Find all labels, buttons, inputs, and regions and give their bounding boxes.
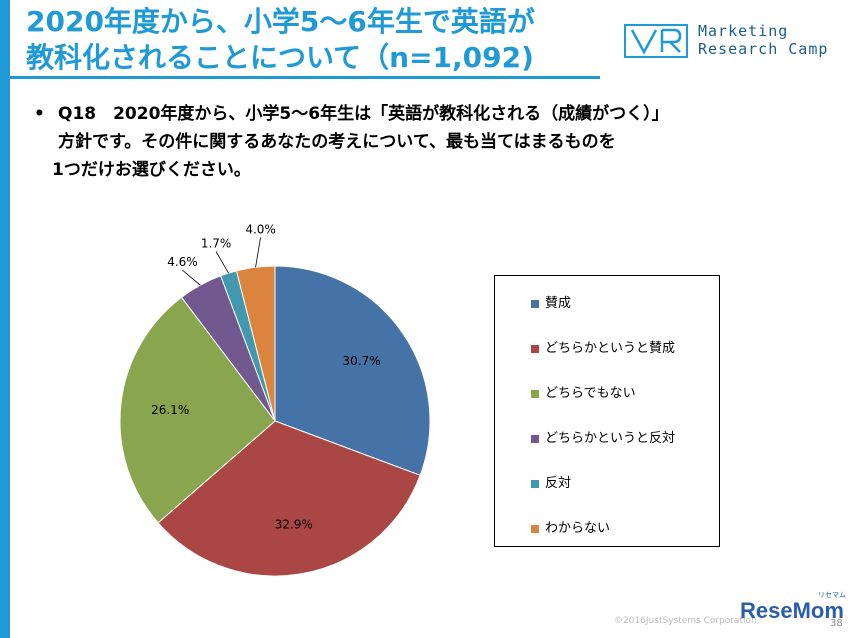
- legend-label-5: 反対: [545, 476, 572, 491]
- legend-item-4: どちらかというと反対: [531, 427, 675, 446]
- leader-line-6: [255, 237, 261, 268]
- legend-label-6: わからない: [545, 521, 611, 536]
- logo-line-2: Research Camp: [698, 40, 829, 58]
- leader-line-4: [182, 269, 201, 286]
- slice-label-3: 26.1%: [151, 403, 189, 417]
- legend-item-5: 反対: [531, 472, 571, 491]
- legend-label-2: どちらかというと賛成: [545, 341, 676, 356]
- legend-swatch-3: [531, 389, 539, 398]
- slice-label-4: 4.6%: [167, 255, 198, 269]
- chart-legend: 賛成どちらかというと賛成 どちらでもないどちらかというと反対 反対わからない: [494, 275, 720, 547]
- brand-ruby: リセマム: [818, 592, 846, 599]
- pie-slice-1: [274, 265, 431, 476]
- question-line-1: Q18 2020年度から、小学5～6年生は「英語が教科化される（成績がつく）」: [58, 104, 669, 124]
- legend-swatch-6: [531, 524, 539, 533]
- logo-line-1: Marketing: [698, 22, 789, 40]
- legend-label-3: どちらでもない: [545, 386, 636, 401]
- slice-label-5: 1.7%: [201, 237, 232, 251]
- pie-slice-3: [119, 296, 276, 524]
- legend-swatch-5: [531, 479, 539, 488]
- pie-slice-2: [157, 420, 421, 577]
- page-number: 38: [830, 618, 843, 629]
- page-title: 2020年度から、小学5～6年生で英語が 教科化されることについて（n=1,09…: [26, 4, 606, 76]
- accent-sidebar-bar: [0, 0, 10, 638]
- slice-label-2: 32.9%: [275, 518, 313, 532]
- logo-text: Marketing Research Camp: [698, 22, 828, 58]
- slice-label-6: 4.0%: [245, 222, 276, 236]
- leader-line-5: [215, 251, 229, 274]
- legend-swatch-2: [531, 344, 539, 353]
- question-line-2: 方針です。その件に関するあなたの考えについて、最も当てはまるものを: [58, 132, 616, 152]
- legend-item-2: どちらかというと賛成: [531, 337, 675, 356]
- legend-swatch-1: [531, 299, 539, 308]
- legend-item-3: どちらでもない: [531, 382, 636, 401]
- question-line-3: 1つだけお選びください。: [52, 160, 251, 180]
- bullet: •: [34, 104, 45, 124]
- title-line-1: 2020年度から、小学5～6年生で英語が: [26, 5, 535, 38]
- resemom-brand: ReseMom リセマム: [740, 592, 846, 624]
- mr-logo-icon: [624, 24, 688, 58]
- title-underline: [0, 76, 600, 79]
- pie-chart: 30.7% 32.9% 26.1% 4.6%1.7% 4.0%: [119, 222, 431, 577]
- legend-label-4: どちらかというと反対: [545, 431, 676, 446]
- legend-label-1: 賛成: [545, 296, 572, 311]
- copyright-text: ©2016JustSystems Corporation: [614, 616, 757, 626]
- legend-item-1: 賛成: [531, 292, 571, 311]
- brand-name: ReseMom: [740, 598, 844, 623]
- legend-swatch-4: [531, 434, 539, 443]
- legend-item-6: わからない: [531, 517, 610, 536]
- title-line-2: 教科化されることについて（n=1,092): [26, 41, 534, 74]
- logo: Marketing Research Camp: [624, 22, 844, 66]
- slice-label-1: 30.7%: [343, 354, 381, 368]
